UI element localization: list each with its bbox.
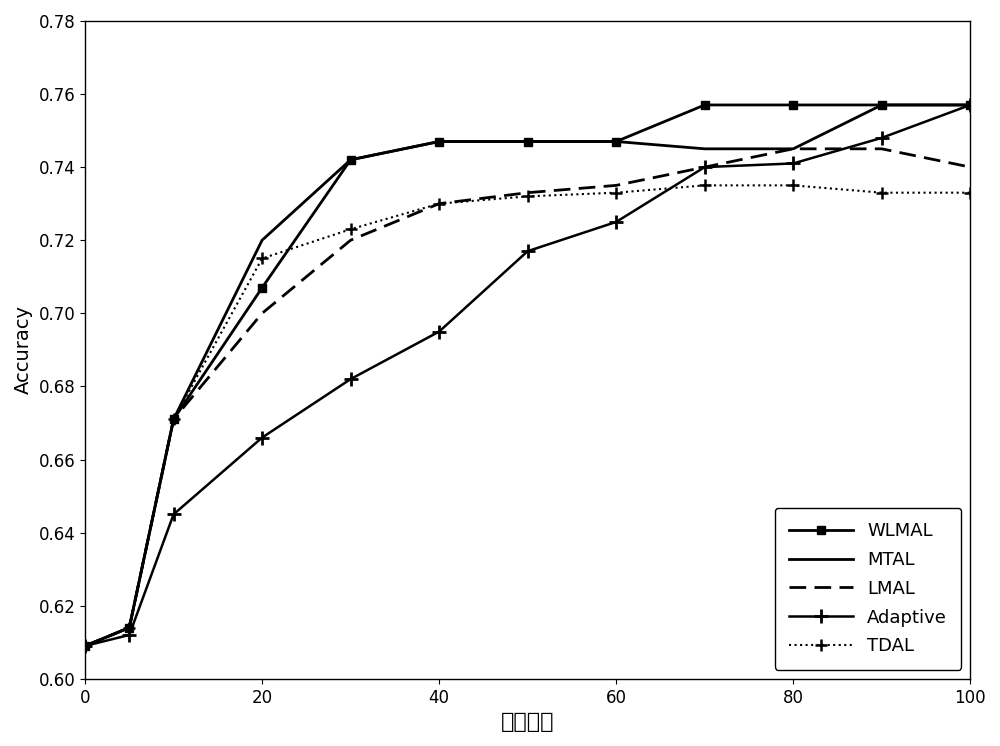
Adaptive xyxy=(168,510,180,518)
MTAL xyxy=(610,137,622,146)
X-axis label: 迭代次数: 迭代次数 xyxy=(501,712,554,732)
Adaptive xyxy=(433,327,445,336)
TDAL xyxy=(699,181,711,189)
WLMAL xyxy=(522,137,534,146)
Line: Adaptive: Adaptive xyxy=(78,98,977,653)
Adaptive xyxy=(610,217,622,226)
Adaptive xyxy=(256,433,268,442)
LMAL xyxy=(345,236,357,245)
Adaptive xyxy=(522,247,534,256)
WLMAL xyxy=(168,415,180,424)
MTAL xyxy=(876,101,888,110)
WLMAL xyxy=(256,283,268,292)
WLMAL xyxy=(610,137,622,146)
Adaptive xyxy=(876,134,888,142)
Line: TDAL: TDAL xyxy=(79,179,977,652)
TDAL xyxy=(433,199,445,208)
LMAL xyxy=(123,623,135,632)
Legend: WLMAL, MTAL, LMAL, Adaptive, TDAL: WLMAL, MTAL, LMAL, Adaptive, TDAL xyxy=(775,507,961,670)
MTAL xyxy=(123,623,135,632)
LMAL xyxy=(699,163,711,172)
MTAL xyxy=(787,144,799,153)
WLMAL xyxy=(964,101,976,110)
LMAL xyxy=(610,181,622,189)
LMAL xyxy=(876,144,888,153)
LMAL xyxy=(964,163,976,172)
WLMAL xyxy=(876,101,888,110)
TDAL xyxy=(168,415,180,424)
MTAL xyxy=(699,144,711,153)
MTAL xyxy=(964,101,976,110)
TDAL xyxy=(876,188,888,197)
LMAL xyxy=(522,188,534,197)
MTAL xyxy=(522,137,534,146)
MTAL xyxy=(433,137,445,146)
TDAL xyxy=(256,254,268,263)
TDAL xyxy=(522,192,534,201)
WLMAL xyxy=(433,137,445,146)
MTAL xyxy=(345,155,357,164)
TDAL xyxy=(345,225,357,233)
Line: WLMAL: WLMAL xyxy=(81,101,974,650)
Line: LMAL: LMAL xyxy=(85,148,970,646)
Adaptive xyxy=(964,101,976,110)
LMAL xyxy=(256,309,268,318)
Line: MTAL: MTAL xyxy=(85,105,970,646)
Adaptive xyxy=(123,630,135,639)
WLMAL xyxy=(123,623,135,632)
LMAL xyxy=(79,642,91,651)
TDAL xyxy=(123,623,135,632)
TDAL xyxy=(964,188,976,197)
TDAL xyxy=(787,181,799,189)
Adaptive xyxy=(787,159,799,168)
TDAL xyxy=(79,642,91,651)
LMAL xyxy=(787,144,799,153)
WLMAL xyxy=(345,155,357,164)
Adaptive xyxy=(699,163,711,172)
WLMAL xyxy=(79,642,91,651)
Y-axis label: Accuracy: Accuracy xyxy=(14,305,33,395)
LMAL xyxy=(168,415,180,424)
WLMAL xyxy=(699,101,711,110)
MTAL xyxy=(168,415,180,424)
MTAL xyxy=(79,642,91,651)
WLMAL xyxy=(787,101,799,110)
LMAL xyxy=(433,199,445,208)
MTAL xyxy=(256,236,268,245)
TDAL xyxy=(610,188,622,197)
Adaptive xyxy=(79,642,91,651)
Adaptive xyxy=(345,374,357,383)
